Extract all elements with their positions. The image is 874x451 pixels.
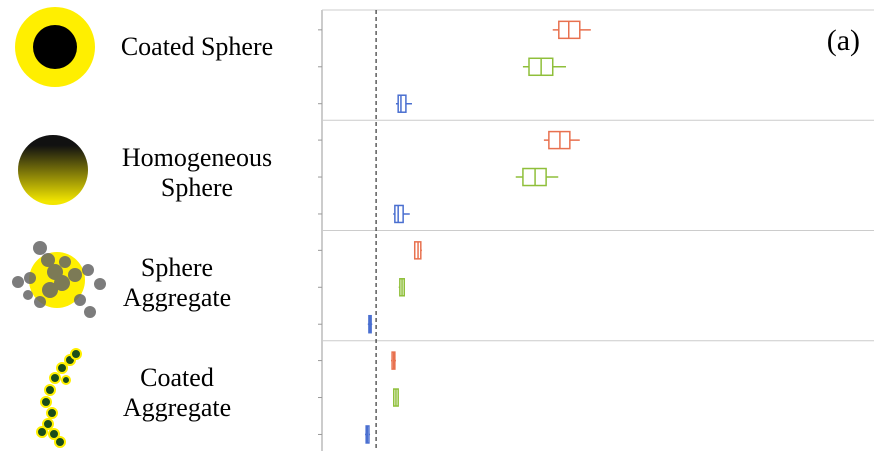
group-label: Coated Sphere: [120, 32, 274, 61]
icon-homogeneous-sphere: [18, 135, 88, 205]
icon-coated-aggregate: [36, 348, 82, 448]
group-label: Sphere Aggregate: [122, 253, 232, 312]
panel-label: (a): [826, 24, 860, 57]
group-label: Coated Aggregate: [122, 363, 232, 422]
icon-coated-sphere: [15, 7, 95, 87]
icon-sphere-aggregate: [12, 241, 106, 318]
box: [397, 94, 407, 113]
box: [394, 204, 404, 224]
group-label: Homogeneous Sphere: [121, 143, 273, 202]
